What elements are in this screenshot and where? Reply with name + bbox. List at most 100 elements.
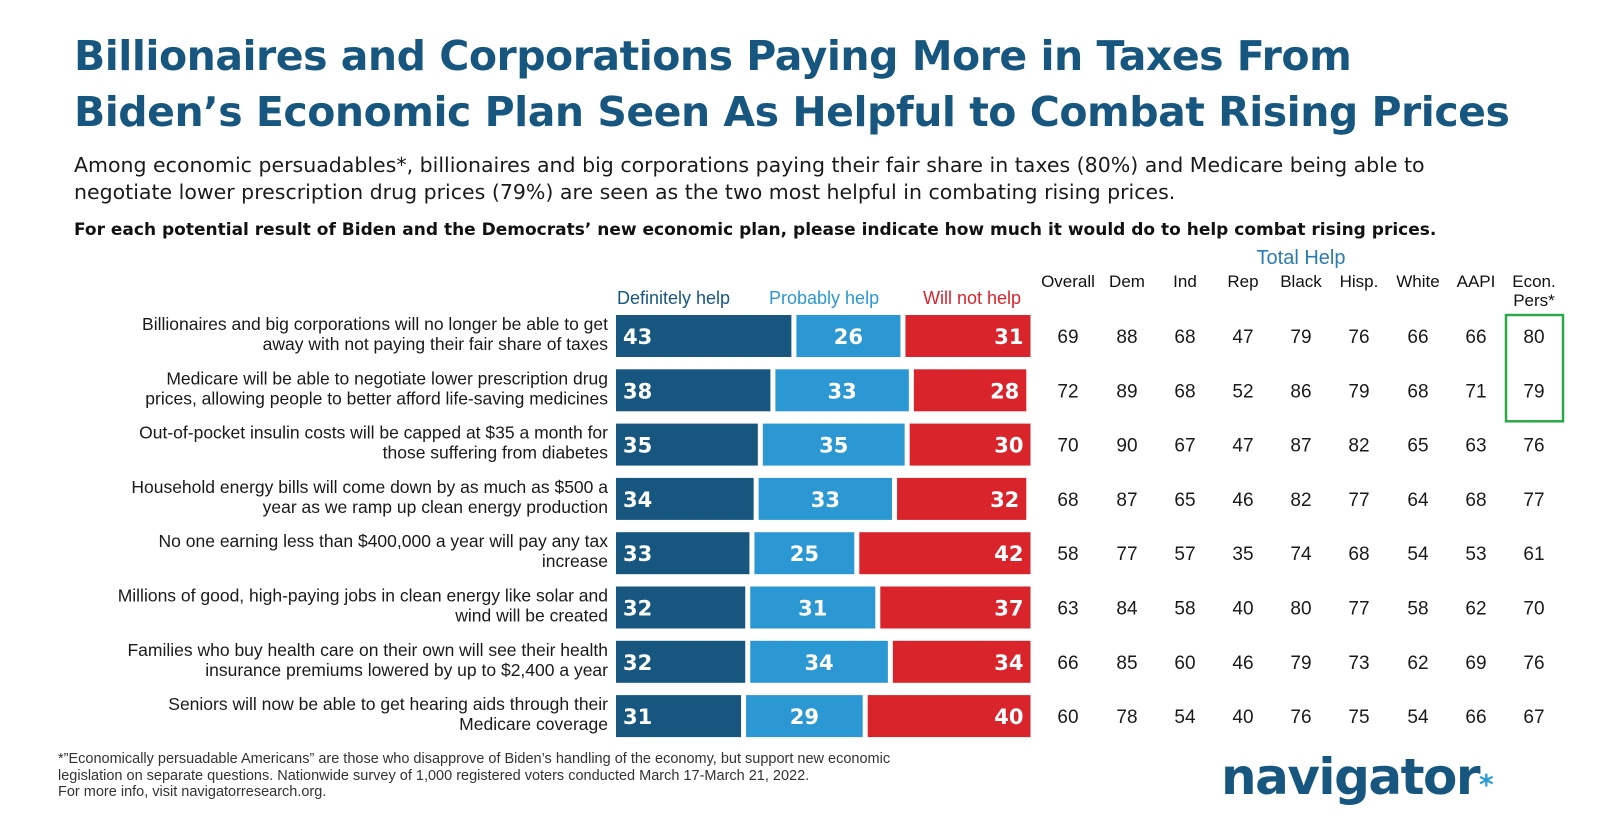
- table-cell: 69: [1465, 653, 1486, 674]
- table-cell: 68: [1174, 381, 1195, 402]
- table-cell: 46: [1232, 490, 1253, 511]
- table-cell: 72: [1057, 381, 1078, 402]
- category-label: away with not paying their fair share of…: [263, 334, 609, 354]
- bar-segment: [867, 695, 1031, 738]
- table-cell: 53: [1465, 544, 1486, 565]
- category-label: Seniors will now be able to get hearing …: [168, 694, 608, 714]
- data-label: 32: [623, 651, 652, 675]
- bar-segment: [859, 532, 1031, 575]
- category-label: Medicare coverage: [459, 714, 608, 734]
- table-cell: 62: [1407, 653, 1428, 674]
- data-label: 42: [994, 542, 1023, 566]
- table-cell: 87: [1116, 490, 1137, 511]
- table-cell: 63: [1057, 599, 1078, 620]
- subtitle: Among economic persuadables*, billionair…: [74, 152, 1574, 206]
- table-header-dem: Dem: [1109, 272, 1145, 291]
- table-cell: 86: [1290, 381, 1311, 402]
- data-label: 33: [811, 488, 840, 512]
- table-cell: 54: [1407, 707, 1429, 728]
- table-cell: 77: [1116, 544, 1137, 565]
- bar-segment: [616, 640, 746, 683]
- data-label: 32: [990, 488, 1019, 512]
- bar-segment: [796, 315, 901, 357]
- table-header-white: White: [1396, 272, 1439, 291]
- data-label: 31: [623, 705, 652, 729]
- footnote-line-2: legislation on separate questions. Natio…: [58, 767, 810, 784]
- category-label: Medicare will be able to negotiate lower…: [166, 368, 608, 388]
- category-label: year as we ramp up clean energy producti…: [263, 497, 608, 517]
- table-cell: 89: [1116, 381, 1137, 402]
- table-cell: 61: [1523, 544, 1544, 565]
- table-cell: 78: [1116, 707, 1137, 728]
- subtitle-line-1: Among economic persuadables*, billionair…: [74, 153, 1425, 177]
- bar-segment: [746, 695, 863, 738]
- table-cell: 54: [1174, 707, 1196, 728]
- table-cell: 65: [1407, 436, 1428, 457]
- table-cell: 84: [1116, 599, 1138, 620]
- category-label: Household energy bills will come down by…: [131, 477, 608, 497]
- title-line-2: Biden’s Economic Plan Seen As Helpful to…: [74, 88, 1510, 136]
- table-cell: 68: [1407, 381, 1428, 402]
- table-cell: 63: [1465, 436, 1486, 457]
- data-label: 31: [994, 325, 1023, 349]
- table-cell: 52: [1232, 381, 1253, 402]
- category-label: insurance premiums lowered by up to $2,4…: [205, 660, 608, 680]
- table-cell: 79: [1523, 381, 1544, 402]
- data-label: 38: [623, 379, 652, 403]
- table-cell: 67: [1174, 436, 1195, 457]
- table-cell: 68: [1348, 544, 1369, 565]
- logo-dot: *: [1479, 768, 1494, 801]
- table-cell: 85: [1116, 653, 1137, 674]
- table-group-label: Total Help: [1257, 247, 1346, 269]
- table-cell: 70: [1523, 599, 1544, 620]
- bar-segment: [750, 586, 876, 629]
- category-label: Millions of good, high-paying jobs in cl…: [118, 586, 608, 606]
- bar-segment: [913, 369, 1027, 412]
- table-cell: 77: [1523, 490, 1544, 511]
- data-label: 35: [819, 434, 848, 458]
- table-cell: 46: [1232, 653, 1253, 674]
- category-label: Families who buy health care on their ow…: [127, 640, 608, 660]
- table-cell: 80: [1523, 327, 1544, 348]
- table-cell: 77: [1348, 490, 1369, 511]
- title-line-1: Billionaires and Corporations Paying Mor…: [74, 32, 1352, 80]
- footnote-line-3: For more info, visit navigatorresearch.o…: [58, 784, 327, 800]
- table-cell: 75: [1348, 707, 1369, 728]
- data-label: 33: [828, 379, 857, 403]
- footnote-line-1: *”Economically persuadable Americans” ar…: [58, 751, 891, 767]
- data-label: 29: [790, 705, 819, 729]
- page-title: Billionaires and Corporations Paying Mor…: [74, 28, 1574, 140]
- bar-segment: [616, 586, 746, 629]
- table-cell: 60: [1057, 707, 1078, 728]
- bar-segment: [616, 532, 750, 575]
- category-label: those suffering from diabetes: [383, 443, 609, 463]
- bar-segment: [616, 369, 771, 412]
- data-label: 31: [798, 597, 827, 621]
- data-label: 26: [834, 325, 863, 349]
- table-cell: 58: [1174, 599, 1195, 620]
- table-cell: 74: [1290, 544, 1312, 565]
- category-label: Billionaires and big corporations will n…: [142, 314, 608, 334]
- bar-segment: [754, 532, 855, 575]
- data-label: 34: [994, 651, 1023, 675]
- table-cell: 47: [1232, 436, 1253, 457]
- bar-segment: [616, 695, 742, 738]
- table-cell: 64: [1407, 490, 1429, 511]
- table-cell: 90: [1116, 436, 1137, 457]
- data-label: 28: [990, 379, 1019, 403]
- table-cell: 71: [1465, 381, 1486, 402]
- category-label: wind will be created: [454, 606, 608, 626]
- table-cell: 54: [1407, 544, 1429, 565]
- highlight-box: [1504, 313, 1565, 423]
- data-label: 34: [623, 488, 652, 512]
- table-header-aapi: AAPI: [1457, 272, 1496, 291]
- table-header-black: Black: [1280, 272, 1322, 291]
- category-label: increase: [542, 551, 608, 571]
- table-cell: 62: [1465, 599, 1486, 620]
- bar-segment: [880, 586, 1031, 629]
- bar-segment: [616, 477, 754, 520]
- table-cell: 76: [1348, 327, 1369, 348]
- category-label: prices, allowing people to better afford…: [145, 388, 608, 408]
- category-label: Out-of-pocket insulin costs will be capp…: [139, 423, 608, 443]
